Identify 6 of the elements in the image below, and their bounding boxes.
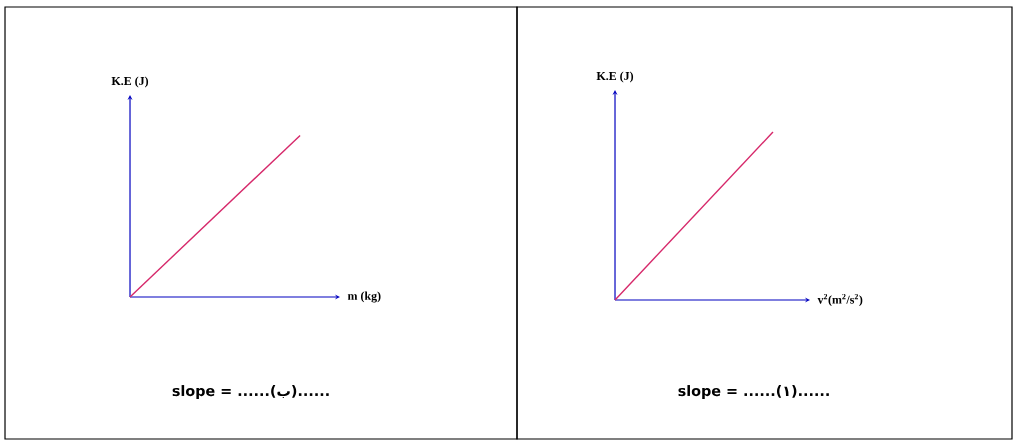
x-axis-title: v$^{2}$(m$^{2}$/s$^{2}$) [817,293,863,307]
x-axis-title: m (kg) [347,291,381,303]
text: slope = ......(١)...... [678,385,829,399]
y-axis-title: K.E (J) [111,76,149,88]
y-axis-title: K.E (J) [596,71,634,83]
text: slope = ......(ب)...... [172,385,329,399]
